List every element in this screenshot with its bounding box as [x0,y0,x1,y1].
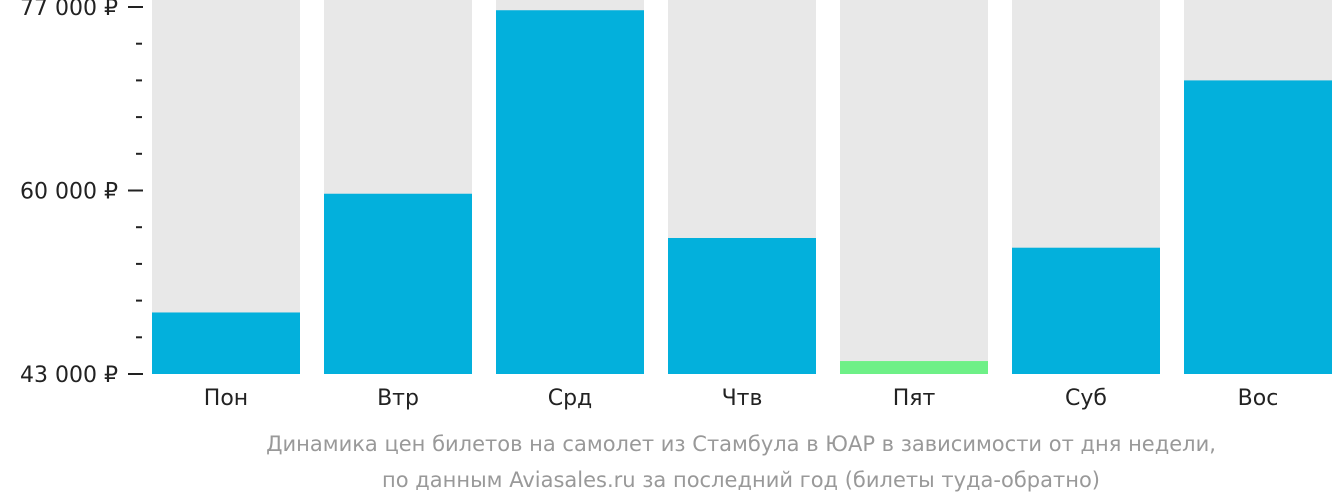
x-tick-label: Втр [377,386,419,411]
bar-2 [324,193,472,374]
bar-background [840,0,988,374]
x-tick-label: Пят [893,386,936,411]
price-by-weekday-chart: 77 000 ₽ 60 000 ₽ 43 000 ₽ Пон Втр Срд Чтв Пят… [20,0,1332,411]
y-tick-label: 43 000 ₽ [20,363,118,388]
bar-3 [496,10,644,375]
bar-6 [1012,247,1160,374]
chart-caption-line-1: Динамика цен билетов на самолет из Стамб… [266,432,1216,456]
bar-background [152,0,300,374]
bar-backgrounds [152,0,1332,374]
x-axis-labels: Пон Втр Срд Чтв Пят Суб Вос [204,386,1279,411]
y-axis: 77 000 ₽ 60 000 ₽ 43 000 ₽ [20,0,143,388]
x-tick-label: Вос [1238,386,1279,411]
bar-1 [152,312,300,374]
chart-caption-line-2: по данным Aviasales.ru за последний год … [382,468,1100,492]
bar-7 [1184,80,1332,375]
y-tick-label: 77 000 ₽ [20,0,118,21]
y-tick-label: 60 000 ₽ [20,180,118,205]
x-tick-label: Суб [1065,386,1107,411]
bar-4 [668,237,816,374]
x-tick-label: Чтв [722,386,763,411]
x-tick-label: Пон [204,386,248,411]
x-tick-label: Срд [548,386,593,411]
bar-5 [840,361,988,374]
bars [152,10,1332,375]
